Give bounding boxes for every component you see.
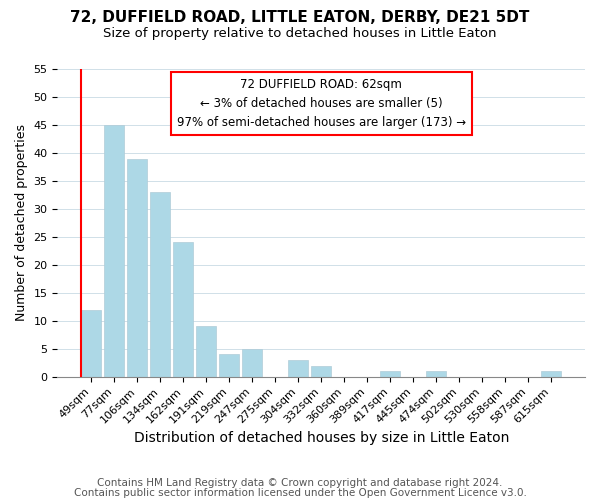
Bar (220, 354, 239, 376)
Bar (311, 366, 331, 376)
Bar (104, 125, 124, 376)
Bar (173, 242, 193, 376)
Bar (289, 360, 308, 376)
Bar (427, 371, 446, 376)
Text: Contains HM Land Registry data © Crown copyright and database right 2024.: Contains HM Land Registry data © Crown c… (97, 478, 503, 488)
Bar (242, 349, 262, 376)
Y-axis label: Number of detached properties: Number of detached properties (15, 124, 28, 322)
Bar (127, 158, 147, 376)
Text: Size of property relative to detached houses in Little Eaton: Size of property relative to detached ho… (103, 28, 497, 40)
Bar (541, 371, 561, 376)
Text: Contains public sector information licensed under the Open Government Licence v3: Contains public sector information licen… (74, 488, 526, 498)
Text: 72, DUFFIELD ROAD, LITTLE EATON, DERBY, DE21 5DT: 72, DUFFIELD ROAD, LITTLE EATON, DERBY, … (70, 10, 530, 25)
Bar (380, 371, 400, 376)
Text: 72 DUFFIELD ROAD: 62sqm
← 3% of detached houses are smaller (5)
97% of semi-deta: 72 DUFFIELD ROAD: 62sqm ← 3% of detached… (176, 78, 466, 129)
Bar (196, 326, 216, 376)
X-axis label: Distribution of detached houses by size in Little Eaton: Distribution of detached houses by size … (134, 431, 509, 445)
Bar (151, 192, 170, 376)
Bar (82, 310, 101, 376)
